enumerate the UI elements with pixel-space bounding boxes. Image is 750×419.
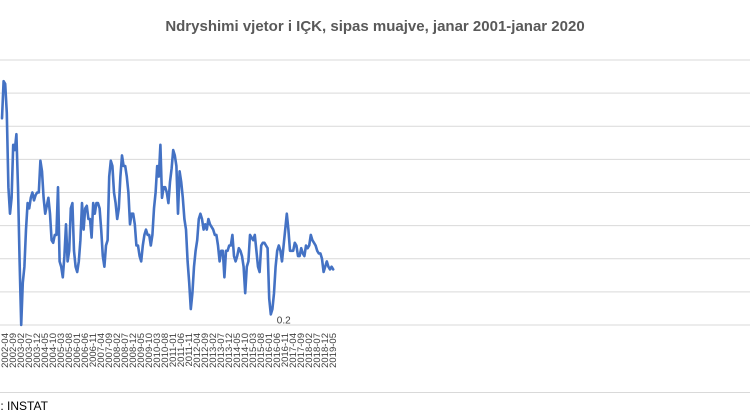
x-tick-label: 2010-08 [160, 333, 171, 368]
x-tick-label: 2011-11 [184, 333, 195, 366]
source-note: ni: INSTAT [0, 392, 750, 418]
x-tick-label: 2015-08 [256, 333, 267, 368]
x-tick-label: 2013-12 [224, 333, 235, 368]
x-tick-label: 2009-05 [136, 333, 147, 368]
x-tick-label: 2018-02 [304, 333, 315, 368]
x-tick-label: 2008-12 [128, 333, 139, 368]
x-tick-label: 2016-06 [272, 333, 283, 368]
x-tick-label: 2004-10 [48, 333, 59, 368]
x-tick-label: 2016-11 [280, 333, 291, 367]
x-tick-label: 2016-01 [264, 333, 275, 368]
x-tick-label: 2002-04 [0, 333, 11, 368]
x-tick-label: 2011-06 [176, 333, 187, 367]
x-tick-label: 2002-09 [8, 333, 19, 368]
x-tick-label: 2017-04 [288, 333, 299, 368]
x-tick-label: 2011-01 [168, 333, 179, 367]
line-chart: Ndryshimi vjetor i IÇK, sipas muajve, ja… [0, 18, 750, 368]
x-tick-label: 2005-03 [56, 333, 67, 368]
series-line [0, 79, 335, 327]
x-tick-label: 2012-09 [200, 333, 211, 368]
x-tick-label: 2019-05 [328, 333, 339, 368]
x-tick-label: 2013-07 [216, 333, 227, 368]
x-tick-label: 2006-01 [72, 333, 83, 368]
x-tick-label: 2010-03 [152, 333, 163, 368]
x-tick-label: 2003-12 [32, 333, 43, 368]
x-tick-label: 2003-02 [16, 333, 27, 368]
x-tick-label: 2013-02 [208, 333, 219, 368]
x-axis-tick-labels: 2002-042002-092003-022003-072003-122004-… [0, 333, 339, 368]
x-tick-label: 2004-05 [40, 333, 51, 368]
x-tick-label: 2012-04 [192, 333, 203, 368]
x-tick-label: 2018-12 [320, 333, 331, 368]
x-tick-label: 2014-05 [232, 333, 243, 368]
gridlines [0, 59, 750, 326]
chart-title: Ndryshimi vjetor i IÇK, sipas muajve, ja… [165, 18, 584, 35]
x-tick-label: 2003-07 [24, 333, 35, 368]
x-tick-label: 2008-07 [120, 333, 131, 368]
x-tick-label: 2018-07 [312, 333, 323, 368]
x-tick-label: 2014-10 [240, 333, 251, 368]
x-tick-label: 2007-04 [96, 333, 107, 368]
x-tick-label: 2005-08 [64, 333, 75, 368]
x-tick-label: 2006-06 [80, 333, 91, 368]
source-text: ni: INSTAT [0, 399, 48, 413]
x-tick-label: 2009-10 [144, 333, 155, 368]
x-tick-label: 2015-03 [248, 333, 259, 368]
x-tick-label: 2008-02 [112, 333, 123, 368]
data-label-0.2: 0.2 [277, 315, 291, 326]
x-tick-label: 2006-11 [88, 333, 99, 367]
x-tick-label: 2007-09 [104, 333, 115, 368]
x-tick-label: 2017-09 [296, 333, 307, 368]
